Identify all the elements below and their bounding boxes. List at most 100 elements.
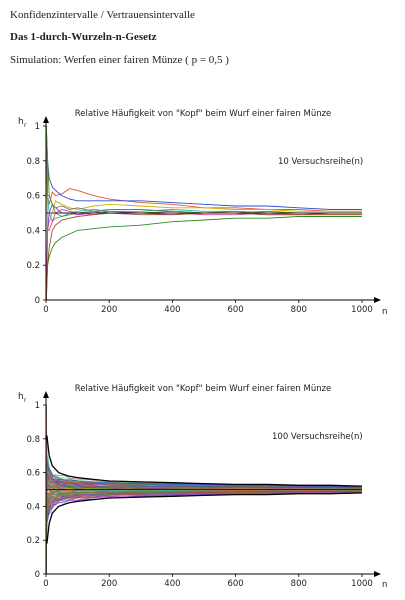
- series-line: [45, 404, 363, 520]
- series-line: [45, 404, 363, 488]
- x-tick-labels: 0 200 400 600 800 1000: [43, 300, 373, 315]
- series-line: [45, 404, 363, 489]
- x-tick-label: 1000: [351, 579, 373, 589]
- series-line: [45, 404, 363, 488]
- series-line: [45, 489, 363, 575]
- series-line: [45, 464, 363, 575]
- axes: [43, 391, 381, 577]
- series-line: [45, 125, 362, 217]
- series-line: [45, 487, 362, 575]
- x-tick-label: 200: [101, 305, 117, 315]
- x-tick-label: 800: [291, 305, 307, 315]
- simulation-description: Simulation: Werfen einer fairen Münze ( …: [10, 54, 229, 66]
- page-title: Das 1-durch-Wurzeln-n-Gesetz: [10, 31, 157, 43]
- breadcrumb[interactable]: Konfidenzintervalle / Vertrauensinterval…: [10, 9, 195, 21]
- series-line: [45, 125, 362, 212]
- series-group: [45, 125, 362, 301]
- series-line: [45, 404, 363, 489]
- x-tick-label: 0: [43, 579, 48, 589]
- series-line: [45, 404, 363, 489]
- y-tick-label: 0.6: [26, 192, 40, 202]
- y-axis-label-sub: r: [24, 122, 27, 129]
- chart-title: Relative Häufigkeit von "Kopf" beim Wurf…: [75, 109, 332, 119]
- series-line: [45, 212, 362, 301]
- x-tick-label: 0: [43, 305, 48, 315]
- y-axis-label: h r: [18, 392, 27, 404]
- series-line: [45, 456, 363, 575]
- series-line: [45, 404, 363, 520]
- series-line: [45, 491, 363, 575]
- axes: [43, 116, 381, 303]
- series-line: [45, 484, 363, 575]
- series-line: [45, 404, 363, 489]
- series-line: [45, 404, 363, 491]
- series-line: [45, 404, 363, 515]
- series-line: [45, 490, 363, 575]
- y-axis-label-main: h: [18, 117, 24, 127]
- series-line: [45, 404, 363, 487]
- series-line: [45, 490, 362, 575]
- envelope-lower-line: [46, 492, 363, 544]
- series-line: [45, 404, 363, 491]
- series-line: [45, 404, 363, 492]
- y-tick-label: 0.8: [26, 435, 40, 445]
- x-tick-label: 1000: [351, 305, 373, 315]
- y-tick-label: 0: [35, 296, 40, 306]
- x-tick-labels: 0 200 400 600 800 1000: [43, 574, 373, 589]
- series-line: [45, 490, 363, 575]
- series-count-label: 10 Versuchsreihe(n): [278, 157, 363, 167]
- series-line: [45, 216, 362, 301]
- y-axis-label-main: h: [18, 392, 24, 402]
- series-line: [45, 404, 363, 491]
- x-axis-label: n: [382, 580, 387, 590]
- series-line: [45, 487, 363, 575]
- x-tick-label: 600: [227, 579, 243, 589]
- series-line: [45, 489, 362, 575]
- envelope-group: [46, 435, 363, 544]
- series-line: [45, 455, 363, 575]
- y-tick-label: 1: [35, 401, 40, 411]
- series-line: [45, 404, 363, 515]
- series-line: [45, 404, 363, 489]
- y-axis-label-sub: r: [24, 397, 27, 404]
- series-line: [45, 125, 362, 210]
- series-line: [45, 125, 362, 214]
- x-axis-arrow: [374, 571, 381, 577]
- series-line: [45, 404, 363, 489]
- y-tick-label: 0.2: [26, 536, 40, 546]
- y-axis-label: h r: [18, 117, 27, 129]
- chart-100-series: Relative Häufigkeit von "Kopf" beim Wurf…: [18, 384, 387, 590]
- series-line: [45, 488, 363, 575]
- y-tick-label: 0.8: [26, 157, 40, 167]
- series-line: [45, 489, 363, 575]
- series-line: [45, 404, 362, 490]
- series-line: [45, 458, 363, 575]
- y-tick-label: 0.6: [26, 469, 40, 479]
- series-line: [45, 203, 362, 301]
- series-line: [45, 490, 363, 575]
- series-line: [45, 125, 362, 231]
- series-line: [45, 404, 362, 520]
- series-line: [45, 404, 363, 492]
- series-line: [45, 404, 363, 488]
- y-tick-labels: 0 0.2 0.4 0.6 0.8 1: [26, 122, 46, 306]
- series-line: [45, 487, 363, 575]
- series-line: [45, 404, 363, 493]
- series-line: [45, 125, 362, 223]
- chart-10-series: Relative Häufigkeit von "Kopf" beim Wurf…: [18, 109, 387, 317]
- x-tick-label: 200: [101, 579, 117, 589]
- x-axis-label: n: [382, 307, 387, 317]
- series-line: [45, 461, 363, 575]
- series-line: [45, 404, 363, 492]
- y-tick-label: 0.4: [26, 502, 40, 512]
- series-line: [45, 490, 363, 575]
- y-tick-labels: 0 0.2 0.4 0.6 0.8 1: [26, 401, 46, 580]
- series-line: [45, 460, 363, 575]
- series-line: [45, 491, 363, 575]
- y-axis-arrow: [43, 391, 49, 398]
- series-line: [45, 491, 363, 575]
- y-tick-label: 0.2: [26, 261, 40, 271]
- x-tick-label: 600: [227, 305, 243, 315]
- series-line: [45, 489, 363, 575]
- y-tick-label: 0: [35, 570, 40, 580]
